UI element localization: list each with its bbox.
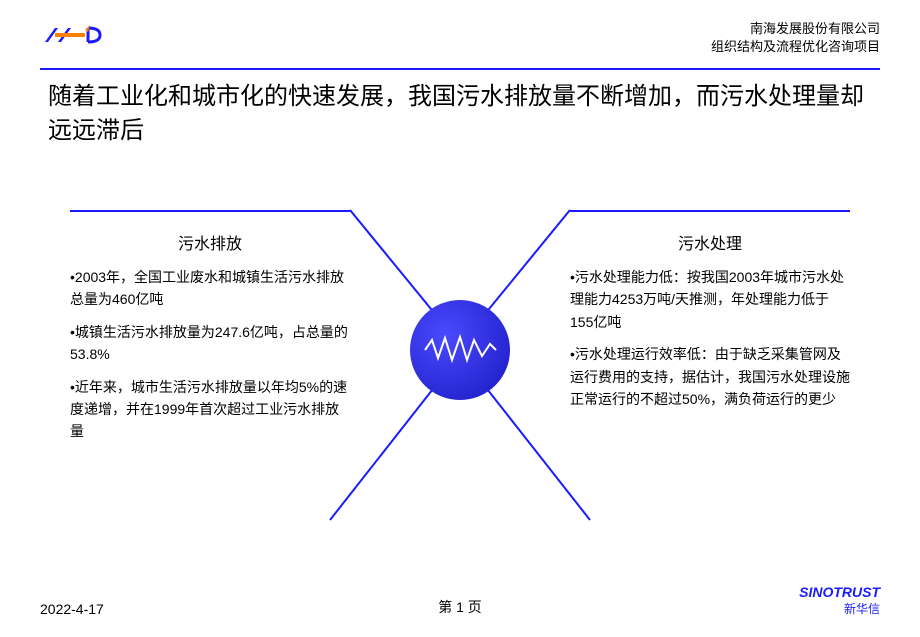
project-name: 组织结构及流程优化咨询项目 [711, 38, 880, 56]
page-number: 1 [456, 599, 464, 615]
brand-english: SINOTRUST [799, 584, 880, 600]
right-bullet-1: •污水处理运行效率低：由于缺乏采集管网及运行费用的支持，据估计，我国污水处理设施… [570, 343, 850, 410]
header-text: 南海发展股份有限公司 组织结构及流程优化咨询项目 [711, 20, 880, 56]
header: 南海发展股份有限公司 组织结构及流程优化咨询项目 [40, 20, 880, 56]
footer: 2022-4-17 第 1 页 SINOTRUST 新华信 [40, 584, 880, 617]
left-block: 污水排放 •2003年，全国工业废水和城镇生活污水排放总量为460亿吨 •城镇生… [70, 230, 350, 453]
brand-chinese: 新华信 [799, 600, 880, 617]
page-suffix: 页 [464, 599, 482, 615]
diagram: 污水排放 •2003年，全国工业废水和城镇生活污水排放总量为460亿吨 •城镇生… [0, 200, 920, 540]
left-heading: 污水排放 [70, 230, 350, 254]
slide-title: 随着工业化和城市化的快速发展，我国污水排放量不断增加，而污水处理量却远远滞后 [48, 80, 872, 147]
page-prefix: 第 [438, 599, 456, 615]
zigzag-icon [420, 330, 500, 370]
footer-date: 2022-4-17 [40, 601, 104, 617]
right-bullet-0: •污水处理能力低：按我国2003年城市污水处理能力4253万吨/天推测，年处理能… [570, 266, 850, 333]
header-divider [40, 68, 880, 70]
left-bullet-0: •2003年，全国工业废水和城镇生活污水排放总量为460亿吨 [70, 266, 350, 311]
left-bullet-1: •城镇生活污水排放量为247.6亿吨，占总量的53.8% [70, 321, 350, 366]
footer-page: 第 1 页 [438, 597, 482, 617]
left-bullet-2: •近年来，城市生活污水排放量以年均5%的速度递增，并在1999年首次超过工业污水… [70, 376, 350, 443]
center-circle [410, 300, 510, 400]
footer-brand: SINOTRUST 新华信 [799, 584, 880, 617]
right-heading: 污水处理 [570, 230, 850, 254]
right-block: 污水处理 •污水处理能力低：按我国2003年城市污水处理能力4253万吨/天推测… [570, 230, 850, 420]
company-name: 南海发展股份有限公司 [711, 20, 880, 38]
nhd-logo [40, 20, 140, 50]
